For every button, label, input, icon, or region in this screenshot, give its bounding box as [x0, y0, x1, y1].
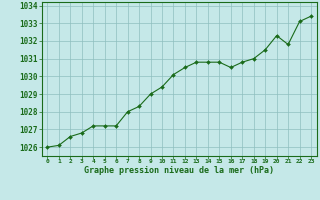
- X-axis label: Graphe pression niveau de la mer (hPa): Graphe pression niveau de la mer (hPa): [84, 166, 274, 175]
